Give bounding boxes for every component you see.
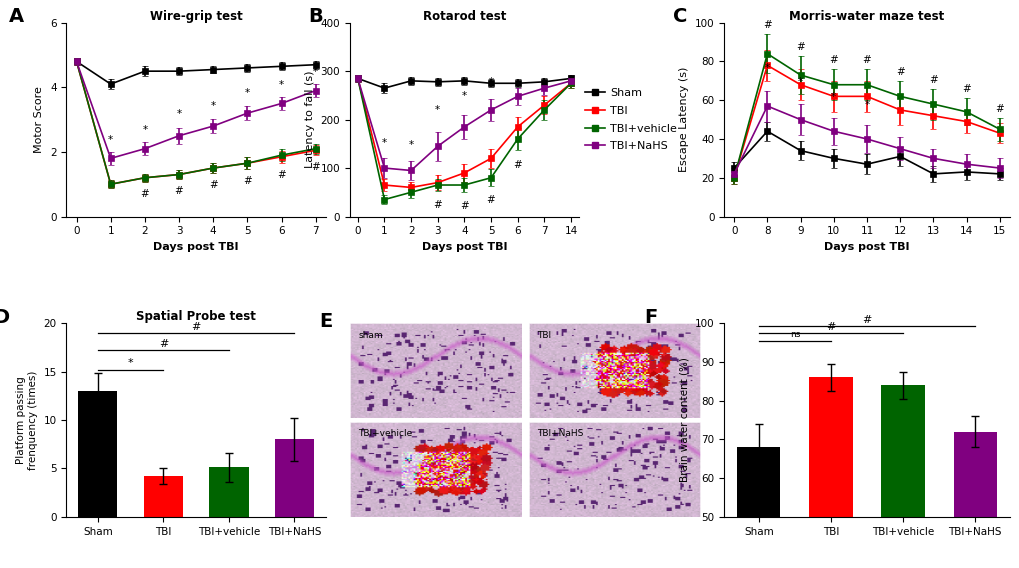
Text: #: # (928, 75, 936, 85)
Y-axis label: Motor Score: Motor Score (35, 86, 45, 153)
Text: B: B (309, 7, 323, 26)
Text: TBI+vehicle: TBI+vehicle (358, 429, 413, 438)
Title: Morris-water maze test: Morris-water maze test (789, 10, 944, 23)
Y-axis label: Escape Latency (s): Escape Latency (s) (679, 67, 689, 172)
Text: *: * (435, 105, 440, 115)
Title: Wire-grip test: Wire-grip test (150, 10, 243, 23)
Text: ns: ns (789, 331, 799, 339)
Text: *: * (488, 77, 493, 87)
Text: #: # (141, 189, 149, 199)
Title: Rotarod test: Rotarod test (422, 10, 505, 23)
Text: #: # (861, 315, 871, 325)
Text: #: # (513, 160, 522, 170)
Text: D: D (0, 308, 10, 327)
Text: #: # (796, 42, 804, 52)
Text: #: # (159, 339, 168, 349)
Text: *: * (830, 92, 836, 102)
Text: *: * (797, 77, 802, 87)
Bar (737, 447, 780, 568)
Text: *: * (863, 100, 869, 110)
Text: #: # (895, 67, 904, 77)
Text: *: * (143, 125, 148, 135)
Text: #: # (961, 85, 970, 94)
Text: *: * (409, 140, 414, 150)
Bar (808, 377, 852, 568)
Text: #: # (486, 195, 495, 205)
Text: F: F (644, 308, 657, 327)
Text: #: # (995, 104, 1004, 114)
X-axis label: Days post TBI: Days post TBI (153, 242, 238, 252)
Text: *: * (764, 63, 769, 73)
Text: *: * (108, 135, 113, 145)
X-axis label: Days post TBI: Days post TBI (823, 242, 909, 252)
Legend: Sham, TBI, TBI+vehicle, TBI+NaHS: Sham, TBI, TBI+vehicle, TBI+NaHS (584, 88, 677, 151)
Y-axis label: Platform passing
frenquency (times): Platform passing frenquency (times) (16, 370, 38, 470)
Y-axis label: Brain water content (%): Brain water content (%) (679, 357, 689, 482)
Text: #: # (209, 180, 217, 190)
Text: #: # (433, 199, 441, 210)
Text: #: # (825, 322, 835, 332)
Text: *: * (381, 137, 386, 148)
Text: #: # (862, 55, 870, 65)
Text: sham: sham (358, 331, 383, 340)
Text: #: # (277, 170, 285, 179)
Text: C: C (673, 7, 687, 26)
Bar (78, 391, 117, 517)
Bar (953, 432, 996, 568)
Bar (274, 440, 314, 517)
Text: #: # (828, 55, 838, 65)
Text: #: # (174, 186, 183, 197)
Bar (209, 467, 249, 517)
Text: #: # (192, 322, 201, 332)
Title: Spatial Probe test: Spatial Probe test (137, 310, 256, 323)
Text: *: * (176, 108, 181, 119)
Text: TBI: TBI (537, 331, 550, 340)
Text: *: * (462, 91, 467, 101)
Text: *: * (313, 67, 318, 77)
Text: #: # (311, 162, 320, 172)
Text: A: A (9, 7, 24, 26)
Text: *: * (127, 358, 133, 368)
Text: *: * (211, 101, 216, 111)
Text: *: * (278, 80, 284, 90)
Text: #: # (460, 201, 469, 211)
Text: *: * (245, 88, 250, 98)
X-axis label: Days post TBI: Days post TBI (421, 242, 506, 252)
Bar (144, 476, 182, 517)
Bar (880, 385, 924, 568)
Text: #: # (243, 176, 252, 186)
Text: E: E (319, 312, 332, 331)
Text: #: # (762, 20, 771, 31)
Y-axis label: Latency to fall (s): Latency to fall (s) (305, 71, 315, 168)
Text: TBI+NaHS: TBI+NaHS (537, 429, 583, 438)
